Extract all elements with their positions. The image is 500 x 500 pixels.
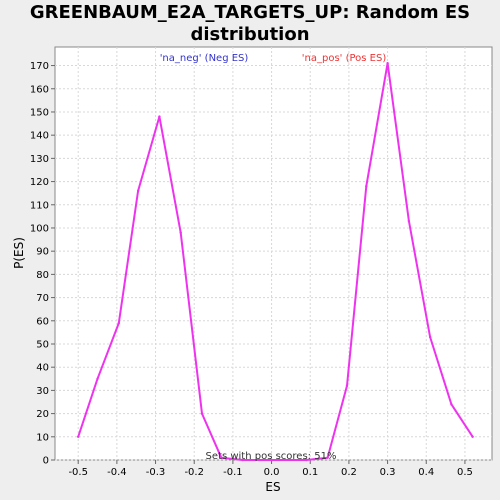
data-point	[386, 62, 388, 64]
x-tick-label: 0.0	[264, 467, 280, 478]
y-tick-label: 130	[30, 154, 49, 165]
y-tick-label: 150	[30, 107, 49, 118]
x-tick-label: -0.4	[107, 467, 127, 478]
data-point	[137, 190, 139, 192]
y-tick-label: 140	[30, 131, 49, 142]
y-tick-label: 90	[36, 247, 49, 258]
y-tick-label: 120	[30, 177, 49, 188]
x-tick-label: 0.1	[302, 467, 318, 478]
data-point	[158, 115, 160, 117]
x-tick-label: 0.4	[418, 467, 434, 478]
data-point	[450, 403, 452, 405]
y-tick-label: 100	[30, 223, 49, 234]
x-tick-label: -0.1	[223, 467, 243, 478]
pos-score-summary: Sets with pos scores: 51%	[206, 451, 337, 462]
y-tick-label: 0	[43, 456, 49, 467]
data-point	[179, 231, 181, 233]
x-tick-label: -0.2	[184, 467, 204, 478]
data-point	[118, 322, 120, 324]
y-tick-label: 20	[36, 409, 49, 420]
y-tick-label: 160	[30, 84, 49, 95]
y-tick-label: 170	[30, 61, 49, 72]
x-tick-label: 0.2	[341, 467, 357, 478]
data-point	[77, 436, 79, 438]
y-tick-label: 50	[36, 339, 49, 350]
y-tick-label: 110	[30, 200, 49, 211]
y-tick-label: 70	[36, 293, 49, 304]
y-tick-label: 10	[36, 432, 49, 443]
data-point	[365, 185, 367, 187]
data-point	[408, 220, 410, 222]
y-tick-label: 60	[36, 316, 49, 327]
x-tick-label: -0.3	[146, 467, 166, 478]
neg-es-label: 'na_neg' (Neg ES)	[160, 53, 249, 64]
x-tick-label: -0.5	[68, 467, 88, 478]
y-axis-label: P(ES)	[12, 237, 26, 269]
data-point	[346, 385, 348, 387]
data-point	[201, 412, 203, 414]
x-tick-label: 0.5	[457, 467, 473, 478]
data-point	[471, 436, 473, 438]
x-axis-label: ES	[265, 480, 280, 494]
x-tick-label: 0.3	[380, 467, 396, 478]
data-point	[429, 336, 431, 338]
y-tick-label: 30	[36, 386, 49, 397]
y-tick-label: 80	[36, 270, 49, 281]
pos-es-label: 'na_pos' (Pos ES)	[302, 53, 387, 64]
data-point	[96, 378, 98, 380]
y-tick-label: 40	[36, 363, 49, 374]
